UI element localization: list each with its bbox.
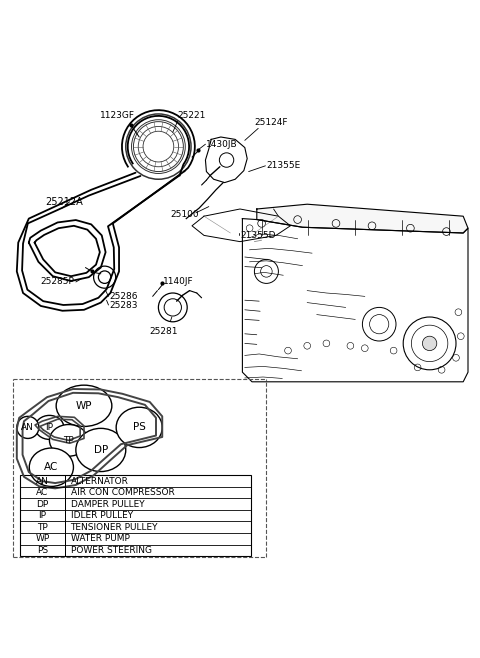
Text: 21355E: 21355E <box>266 161 300 170</box>
Text: AC: AC <box>36 488 48 497</box>
Text: 25283: 25283 <box>109 301 138 309</box>
Text: TP: TP <box>63 436 74 445</box>
Ellipse shape <box>76 428 126 472</box>
Text: 25281: 25281 <box>149 326 178 336</box>
Text: AN: AN <box>36 476 49 486</box>
Text: PS: PS <box>133 422 145 432</box>
Text: WATER PUMP: WATER PUMP <box>71 534 130 544</box>
Text: 21355D: 21355D <box>240 231 276 240</box>
Ellipse shape <box>116 407 162 447</box>
Text: 25212A: 25212A <box>46 197 84 207</box>
Text: POWER STEERING: POWER STEERING <box>71 545 152 555</box>
Text: AN: AN <box>22 423 34 432</box>
Text: DP: DP <box>94 445 108 455</box>
Text: 25221: 25221 <box>178 111 206 120</box>
Bar <box>20 475 251 556</box>
Text: 25124F: 25124F <box>254 118 288 128</box>
Text: IP: IP <box>46 423 53 432</box>
Text: DAMPER PULLEY: DAMPER PULLEY <box>71 499 144 509</box>
Text: 25286: 25286 <box>109 292 138 301</box>
Text: 25100: 25100 <box>170 211 199 219</box>
Text: WP: WP <box>36 534 49 544</box>
Ellipse shape <box>49 424 88 456</box>
Ellipse shape <box>56 385 112 426</box>
Text: IP: IP <box>38 511 47 520</box>
Text: IDLER PULLEY: IDLER PULLEY <box>71 511 132 520</box>
Text: 1430JB: 1430JB <box>206 139 238 149</box>
Ellipse shape <box>17 417 39 438</box>
Text: 25285P: 25285P <box>40 278 74 286</box>
Text: TENSIONER PULLEY: TENSIONER PULLEY <box>71 522 158 532</box>
Text: AC: AC <box>44 462 59 472</box>
Ellipse shape <box>29 448 73 486</box>
Text: 1140JF: 1140JF <box>163 278 194 286</box>
Circle shape <box>422 336 437 351</box>
Text: TP: TP <box>37 522 48 532</box>
Text: DP: DP <box>36 499 48 509</box>
Text: PS: PS <box>37 545 48 555</box>
Ellipse shape <box>35 415 64 440</box>
Text: 1123GF: 1123GF <box>100 111 135 120</box>
Text: AIR CON COMPRESSOR: AIR CON COMPRESSOR <box>71 488 174 497</box>
Text: WP: WP <box>76 401 92 411</box>
Polygon shape <box>257 204 468 233</box>
Text: ALTERNATOR: ALTERNATOR <box>71 476 129 486</box>
